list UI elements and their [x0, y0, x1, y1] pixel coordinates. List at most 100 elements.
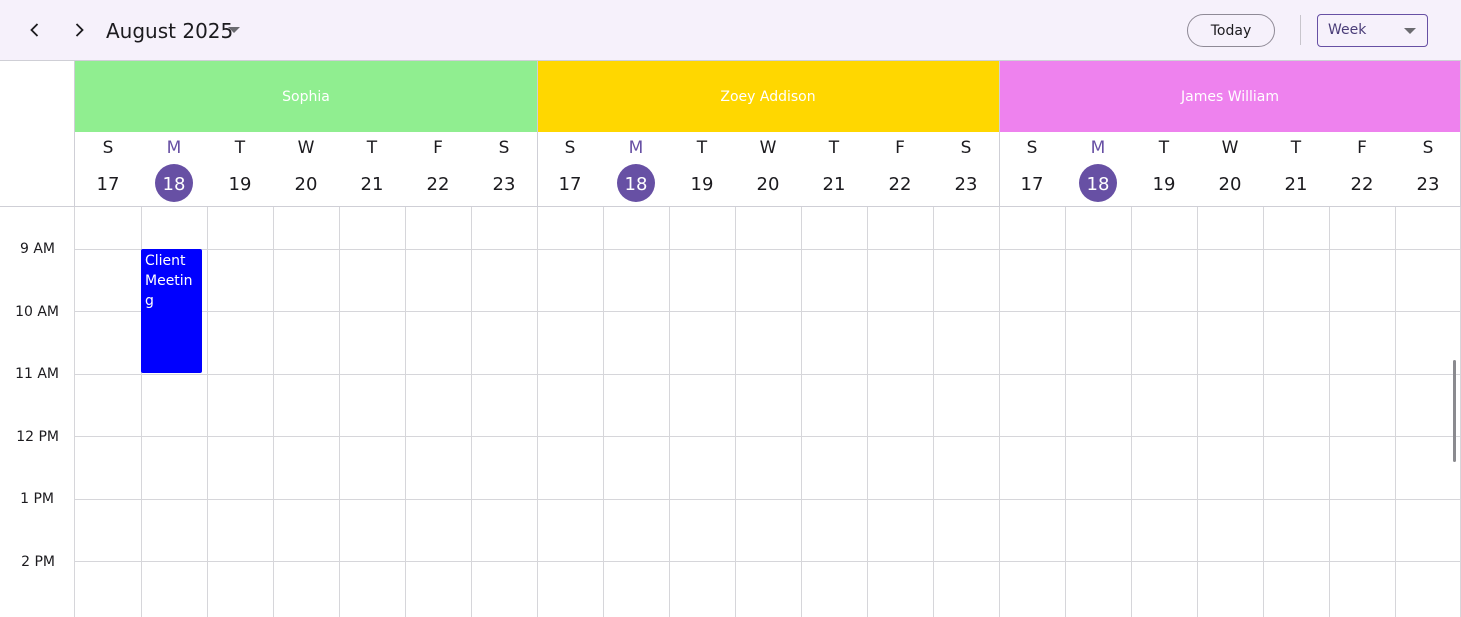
day-number: 20: [756, 174, 780, 195]
resource-header[interactable]: James William: [999, 61, 1461, 132]
day-line: [999, 207, 1000, 617]
day-line: [207, 207, 208, 617]
day-letter: T: [234, 138, 246, 158]
day-header-today[interactable]: M 18: [1065, 132, 1131, 207]
day-number: 18: [624, 174, 648, 195]
resource-header[interactable]: Sophia: [75, 61, 537, 132]
day-line: [603, 207, 604, 617]
day-header-today[interactable]: M 18: [141, 132, 207, 207]
day-header[interactable]: T 21: [1263, 132, 1329, 207]
time-label: 10 AM: [15, 304, 59, 320]
resource-group: Sophia S 17 M 18 T 19 W 20 T 21 F 22 S 23: [75, 61, 537, 207]
day-number: 23: [1416, 174, 1440, 195]
day-header-today[interactable]: M 18: [603, 132, 669, 207]
day-number: 22: [888, 174, 912, 195]
vertical-scrollbar[interactable]: [1453, 360, 1456, 462]
day-header[interactable]: S 17: [75, 132, 141, 207]
day-line: [867, 207, 868, 617]
day-letter: S: [1026, 138, 1038, 158]
day-line: [1329, 207, 1330, 617]
appointment[interactable]: Client Meeting: [141, 249, 202, 373]
day-number: 18: [162, 174, 186, 195]
day-header[interactable]: F 22: [867, 132, 933, 207]
day-header[interactable]: F 22: [405, 132, 471, 207]
day-line: [801, 207, 802, 617]
day-letter: F: [895, 138, 905, 158]
resource-group: Zoey Addison S 17 M 18 T 19 W 20 T 21 F 22 S 23: [537, 61, 999, 207]
resource-group: James William S 17 M 18 T 19 W 20 T 21 F 22 S 2…: [999, 61, 1461, 207]
today-indicator: [155, 164, 193, 202]
day-number: 17: [96, 174, 120, 195]
day-line: [74, 207, 75, 617]
scheduler-header: Sophia S 17 M 18 T 19 W 20 T 21 F 22 S 23 Zoey …: [0, 61, 1461, 207]
day-header[interactable]: F 22: [1329, 132, 1395, 207]
day-number: 21: [822, 174, 846, 195]
next-button[interactable]: [64, 15, 94, 45]
day-letter: W: [297, 138, 315, 158]
time-grid[interactable]: 9 AM 10 AM 11 AM 12 PM 1 PM 2 PM Client …: [0, 207, 1461, 617]
month-title[interactable]: August 2025: [106, 19, 234, 43]
day-header[interactable]: S 23: [933, 132, 999, 207]
today-indicator: [617, 164, 655, 202]
day-header[interactable]: S 17: [999, 132, 1065, 207]
day-number: 21: [360, 174, 384, 195]
time-label: 12 PM: [16, 429, 59, 445]
view-select[interactable]: Week: [1317, 14, 1428, 47]
chevron-right-icon: [75, 23, 84, 37]
day-line: [669, 207, 670, 617]
day-letter: S: [1422, 138, 1434, 158]
resource-divider: [999, 61, 1000, 207]
day-line: [1395, 207, 1396, 617]
day-number: 17: [1020, 174, 1044, 195]
appointment-title: Client Meeting: [145, 253, 193, 309]
day-number: 19: [228, 174, 252, 195]
day-line: [1263, 207, 1264, 617]
day-letter: M: [166, 138, 182, 158]
header-corner: [0, 61, 75, 207]
day-number: 23: [954, 174, 978, 195]
day-line: [1197, 207, 1198, 617]
day-letter: T: [1158, 138, 1170, 158]
hour-line: [75, 374, 1461, 375]
resource-divider: [537, 61, 538, 207]
day-number: 21: [1284, 174, 1308, 195]
caret-down-icon[interactable]: [228, 27, 240, 33]
day-number: 20: [1218, 174, 1242, 195]
previous-button[interactable]: [20, 15, 50, 45]
day-line: [735, 207, 736, 617]
day-letter: W: [1221, 138, 1239, 158]
day-number: 18: [1086, 174, 1110, 195]
calendar-toolbar: August 2025 Today Week: [0, 0, 1461, 61]
day-line: [1065, 207, 1066, 617]
day-line: [141, 207, 142, 617]
resource-header[interactable]: Zoey Addison: [537, 61, 999, 132]
time-label: 2 PM: [21, 554, 55, 570]
time-label: 9 AM: [19, 241, 55, 257]
day-number: 20: [294, 174, 318, 195]
time-label: 1 PM: [20, 491, 54, 507]
hour-line: [75, 436, 1461, 437]
day-letter: S: [960, 138, 972, 158]
day-header[interactable]: W 20: [1197, 132, 1263, 207]
day-line: [933, 207, 934, 617]
day-letter: T: [1290, 138, 1302, 158]
day-number: 19: [690, 174, 714, 195]
day-header[interactable]: S 23: [1395, 132, 1461, 207]
day-header[interactable]: S 23: [471, 132, 537, 207]
day-header[interactable]: T 21: [339, 132, 405, 207]
today-button[interactable]: Today: [1187, 14, 1275, 47]
day-header[interactable]: S 17: [537, 132, 603, 207]
day-line: [471, 207, 472, 617]
view-select-label: Week: [1328, 22, 1367, 38]
day-header[interactable]: T 21: [801, 132, 867, 207]
day-header[interactable]: T 19: [669, 132, 735, 207]
day-line: [405, 207, 406, 617]
day-header[interactable]: T 19: [207, 132, 273, 207]
day-letter: S: [498, 138, 510, 158]
day-header[interactable]: W 20: [273, 132, 339, 207]
day-letter: F: [1357, 138, 1367, 158]
day-header[interactable]: T 19: [1131, 132, 1197, 207]
day-header[interactable]: W 20: [735, 132, 801, 207]
day-number: 19: [1152, 174, 1176, 195]
toolbar-divider: [1300, 15, 1301, 45]
